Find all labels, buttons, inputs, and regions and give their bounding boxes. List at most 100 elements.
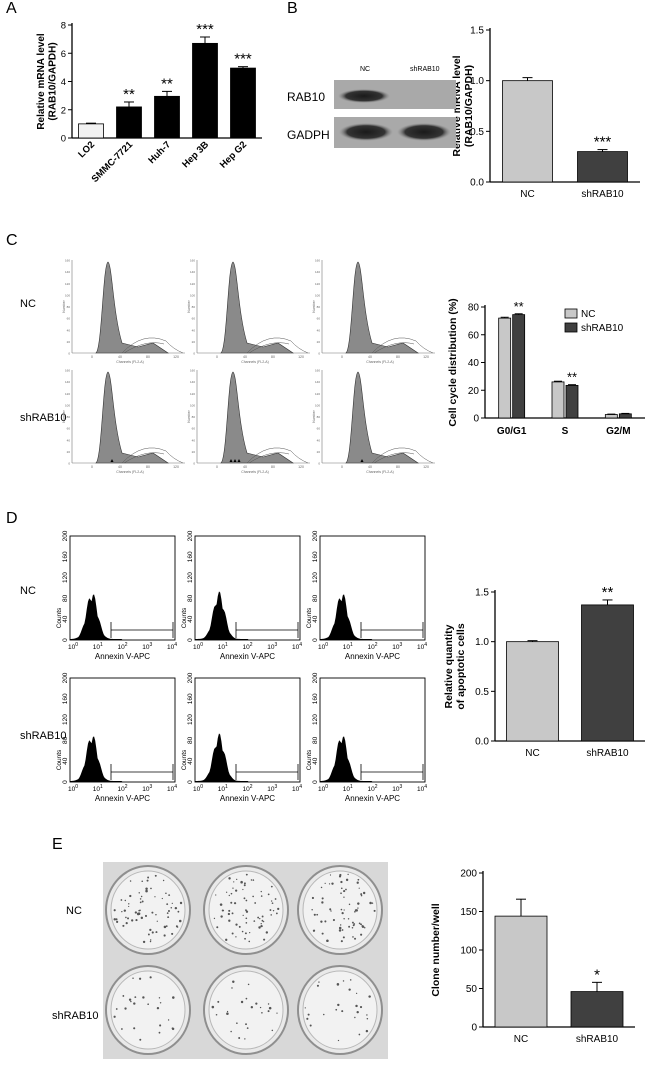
colony <box>238 925 241 928</box>
x-tick-exponent: 4 <box>299 784 302 790</box>
colony <box>151 931 154 934</box>
x-tick-label: 102 <box>117 642 127 651</box>
y-tick-label: 120 <box>187 714 194 725</box>
x-tick-exponent: 2 <box>250 642 253 648</box>
x-tick-label: shRAB10 <box>576 1034 619 1045</box>
y-tick-label: 0 <box>62 638 69 642</box>
colony <box>138 909 141 912</box>
bar <box>502 80 553 183</box>
x-tick-label: S <box>562 426 569 437</box>
colony <box>225 938 228 941</box>
colony <box>159 1024 162 1027</box>
colony <box>120 899 123 901</box>
x-tick-exponent: 1 <box>350 642 353 648</box>
x-tick-label: 102 <box>367 784 377 793</box>
x-tick-label: 120 <box>173 355 179 359</box>
x-tick-label: SMMC-7721 <box>90 139 136 185</box>
significance-label: ** <box>602 584 614 601</box>
colony <box>115 918 118 921</box>
plot-frame <box>194 535 301 641</box>
colony <box>231 912 234 915</box>
y-tick-label: 20 <box>192 340 196 344</box>
x-tick-label: 101 <box>343 784 353 793</box>
colony <box>324 882 326 884</box>
colony <box>340 880 343 884</box>
colony <box>342 936 345 939</box>
colony <box>134 996 137 999</box>
y-axis-label: (RAB10/GAPDH) <box>463 65 475 147</box>
y-tick-label: 120 <box>65 392 70 396</box>
x-tick-label: 40 <box>243 465 247 469</box>
colony <box>343 896 345 898</box>
blot-label-gadph: GADPH <box>287 128 330 142</box>
x-axis-title: Annexin V-APC <box>95 652 150 661</box>
y-tick-label: 120 <box>315 282 320 286</box>
bar <box>551 381 565 419</box>
x-axis-title: Channels (FL2-A) <box>241 470 269 474</box>
colony <box>236 878 238 881</box>
y-tick-label: 120 <box>187 572 194 583</box>
bar <box>154 95 180 139</box>
colony <box>349 979 352 981</box>
colony <box>257 916 260 919</box>
y-axis-label: Cell cycle distribution (%) <box>447 298 459 426</box>
y-tick-label: 160 <box>190 369 195 373</box>
x-tick-label: 80 <box>146 355 150 359</box>
colony <box>154 874 157 877</box>
bar <box>604 414 618 419</box>
bar <box>565 384 579 419</box>
x-tick-label: 80 <box>146 465 150 469</box>
gate-marker <box>229 459 233 462</box>
y-tick-label: 160 <box>315 369 320 373</box>
colony <box>138 892 140 894</box>
colony <box>268 1006 272 1010</box>
colony <box>124 899 127 902</box>
colony <box>320 886 323 889</box>
y-tick-label: 60 <box>67 427 71 431</box>
x-axis-title: Annexin V-APC <box>345 652 400 661</box>
colony <box>348 925 351 928</box>
colony <box>340 887 343 890</box>
x-tick-exponent: 0 <box>325 784 328 790</box>
panel-letter-a: A <box>6 0 17 17</box>
y-tick-label: 2 <box>61 105 66 116</box>
x-tick-label: 101 <box>218 784 228 793</box>
x-tick-label: Hep G2 <box>218 139 249 170</box>
s-phase-curve <box>246 337 309 354</box>
colony <box>347 918 350 920</box>
y-tick-label: 40 <box>67 328 71 332</box>
colony <box>316 913 319 916</box>
row-label-c-shrab10: shRAB10 <box>20 412 67 424</box>
colony <box>249 932 251 934</box>
colony <box>254 902 257 904</box>
x-tick-exponent: 3 <box>274 784 277 790</box>
y-tick-label: 120 <box>62 714 69 725</box>
x-tick-exponent: 1 <box>100 784 103 790</box>
legend-label: NC <box>581 309 595 320</box>
y-tick-label: 150 <box>460 907 477 918</box>
y-tick-label: 0 <box>68 352 70 356</box>
y-tick-label: 100 <box>315 403 320 407</box>
significance-label: * <box>594 966 600 983</box>
x-tick-label: 40 <box>368 465 372 469</box>
x-tick-label: 104 <box>167 784 177 793</box>
colony <box>357 902 360 905</box>
x-tick-exponent: 4 <box>424 784 427 790</box>
chart-e: 0 50 100 150 200 Clone number/well NC * shRAB10 <box>430 869 635 1045</box>
colony <box>163 925 167 929</box>
colony <box>242 888 244 891</box>
x-tick-label: 120 <box>298 355 304 359</box>
colony-plate-canvas <box>105 865 383 1055</box>
colony <box>311 896 315 900</box>
colony <box>271 902 274 904</box>
blot-label-rab10: RAB10 <box>287 90 326 104</box>
x-tick-label: G0/G1 <box>497 426 527 437</box>
colony <box>244 937 246 940</box>
colony <box>277 907 280 911</box>
row-label-c-nc: NC <box>20 298 36 310</box>
y-tick-label: 60 <box>192 427 196 431</box>
y-tick-label: 200 <box>187 672 194 683</box>
g1-peak <box>220 261 294 354</box>
y-tick-label: 0.5 <box>470 127 484 138</box>
